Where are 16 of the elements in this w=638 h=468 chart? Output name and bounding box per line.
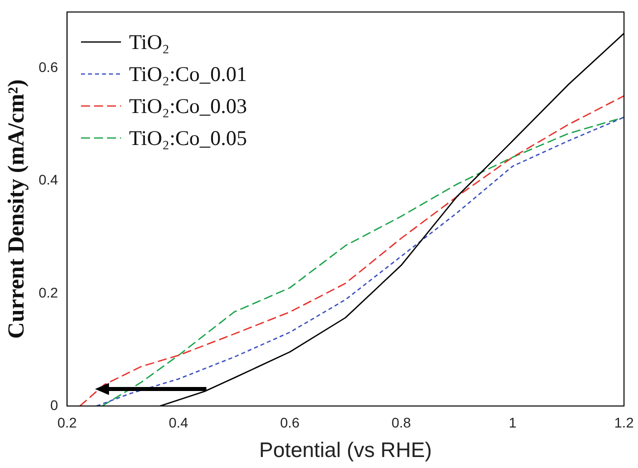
- x-tick-label: 1: [508, 414, 517, 430]
- y-tick-label: 0: [50, 396, 58, 413]
- legend-label: TiO₂: [129, 30, 170, 54]
- y-axis-title: Current Density (mA/cm²): [4, 79, 29, 339]
- x-tick-label: 1.2: [614, 414, 634, 430]
- x-axis-title: Potential (vs RHE): [259, 439, 432, 462]
- legend-label: TiO₂:Co_0.05: [129, 126, 248, 150]
- y-tick-label: 0.4: [38, 172, 58, 188]
- legend-label: TiO₂:Co_0.03: [129, 94, 248, 118]
- x-tick-label: 0.8: [391, 414, 412, 430]
- y-tick-label: 0.2: [38, 284, 58, 300]
- x-tick-label: 0.6: [280, 414, 300, 430]
- legend-label: TiO₂:Co_0.01: [129, 62, 248, 86]
- y-tick-label: 0.6: [38, 59, 58, 76]
- x-tick-label: 0.2: [57, 414, 78, 430]
- x-tick-label: 0.4: [168, 414, 188, 430]
